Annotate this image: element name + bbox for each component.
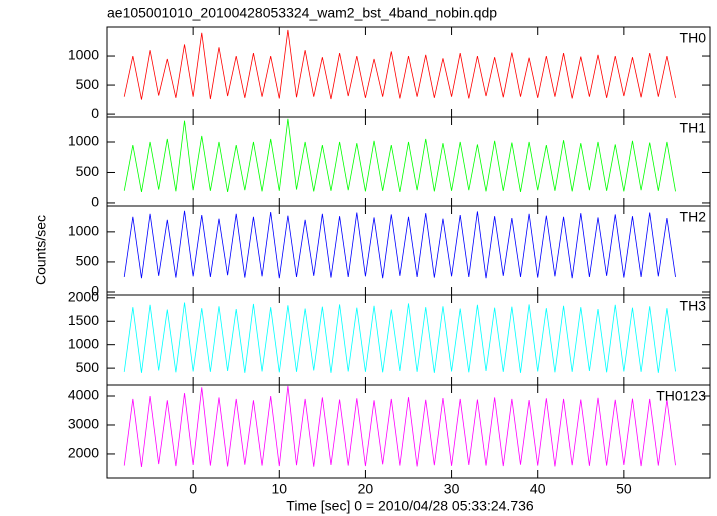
- y-tick-label: 2000: [68, 445, 99, 461]
- series-line: [123, 385, 676, 468]
- series-label: TH1: [680, 120, 707, 136]
- x-tick-label: 0: [189, 481, 197, 497]
- y-tick-label: 0: [91, 194, 99, 210]
- y-tick-label: 0: [91, 105, 99, 121]
- y-tick-label: 1000: [68, 223, 99, 239]
- x-tick-label: 30: [444, 481, 460, 497]
- y-tick-label: 1500: [68, 312, 99, 328]
- x-tick-label: 20: [358, 481, 374, 497]
- series-label: TH3: [680, 298, 707, 314]
- panel-frame: [106, 26, 711, 118]
- y-tick-label: 1000: [68, 47, 99, 63]
- series-label: TH0: [680, 30, 707, 46]
- y-tick-label: 2000: [68, 289, 99, 305]
- y-tick-label: 4000: [68, 387, 99, 403]
- y-tick-label: 500: [76, 163, 100, 179]
- y-tick-label: 500: [76, 253, 100, 269]
- series-line: [123, 29, 676, 100]
- series-label: TH0123: [656, 388, 706, 404]
- series-line: [123, 302, 676, 373]
- x-tick-label: 40: [530, 481, 546, 497]
- series-label: TH2: [680, 209, 707, 225]
- y-tick-label: 500: [76, 359, 100, 375]
- y-tick-label: 1000: [68, 133, 99, 149]
- y-tick-label: 0: [91, 283, 99, 299]
- x-axis-label: Time [sec] 0 = 2010/04/28 05:33:24.736: [286, 498, 534, 514]
- y-tick-label: 3000: [68, 416, 99, 432]
- x-tick-label: 50: [616, 481, 632, 497]
- chart-title: ae105001010_20100428053324_wam2_bst_4ban…: [107, 5, 497, 21]
- series-line: [123, 210, 676, 279]
- x-tick-label: 10: [271, 481, 287, 497]
- y-tick-label: 1000: [68, 335, 99, 351]
- y-axis-label: Counts/sec: [33, 215, 49, 285]
- series-line: [123, 118, 676, 193]
- panel-frame: [106, 384, 711, 479]
- y-tick-label: 500: [76, 76, 100, 92]
